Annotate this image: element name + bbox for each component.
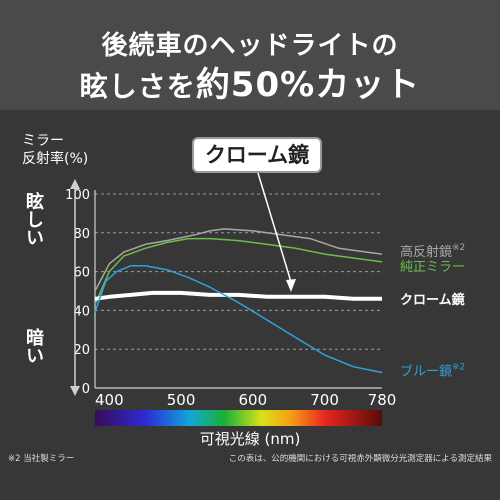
footnote-left: ※2 当社製ミラー (8, 454, 75, 464)
spectrum-gradient (95, 410, 382, 426)
series-line-high-reflect (94, 228, 383, 292)
y-tick-label: 40 (73, 304, 90, 319)
side-label-bright: 眩しい (23, 192, 44, 246)
x-tick-label: 700 (310, 391, 339, 409)
callout-pointer-line (257, 172, 292, 283)
axes: 0 20 40 60 80 100 400 500 600 700 780 (65, 179, 396, 409)
header-banner: 後続車のヘッドライトの 眩しさを約50%カット (0, 0, 500, 110)
y-tick-label: 80 (73, 227, 90, 242)
headline-line2: 眩しさを約50%カット (0, 57, 500, 106)
series-label-high-reflect: 高反射鏡※2 (400, 243, 465, 260)
series-line-blue (94, 265, 383, 374)
x-tick-label: 780 (368, 391, 397, 409)
headline-line1: 後続車のヘッドライトの (101, 31, 399, 61)
x-tick-label: 500 (167, 391, 196, 409)
series-line-genuine (94, 237, 383, 305)
scale-arrow-up (70, 179, 80, 189)
series-label-genuine: 純正ミラー (400, 260, 465, 275)
y-tick-label: 100 (65, 188, 90, 203)
y-tick-label: 0 (82, 382, 90, 397)
y-tick-label: 20 (73, 343, 90, 358)
headline-line2-highlight: 約50%カット (195, 65, 421, 105)
series-lines (94, 228, 383, 374)
series-label-note: ※2 (452, 362, 465, 372)
series-label-blue: ブルー鏡※2 (400, 362, 465, 379)
scale-arrow-down (70, 386, 80, 396)
side-label-dark: 暗い (23, 328, 44, 364)
y-axis-title-line2: 反射率(%) (22, 151, 89, 167)
x-tick-label: 600 (239, 391, 268, 409)
headline-line2-a: 眩しさを (79, 70, 196, 103)
x-tick-label: 400 (95, 391, 124, 409)
callout-chrome-mirror: クローム鏡 (192, 137, 322, 173)
series-label-chrome: クローム鏡 (400, 292, 465, 308)
grid-lines (95, 193, 382, 350)
y-tick-label: 60 (73, 266, 90, 281)
series-line-chrome (94, 290, 382, 301)
series-label-note: ※2 (452, 243, 465, 253)
callout-pointer-head (286, 279, 296, 292)
footnote-right: この表は、公的機関における可視赤外顕微分光測定器による測定結果 (228, 454, 492, 464)
y-axis-title-line1: ミラー (22, 133, 64, 149)
x-axis-title: 可視光線 (nm) (199, 430, 301, 448)
callout-pointer (257, 172, 296, 292)
visible-spectrum-bar (95, 410, 382, 426)
